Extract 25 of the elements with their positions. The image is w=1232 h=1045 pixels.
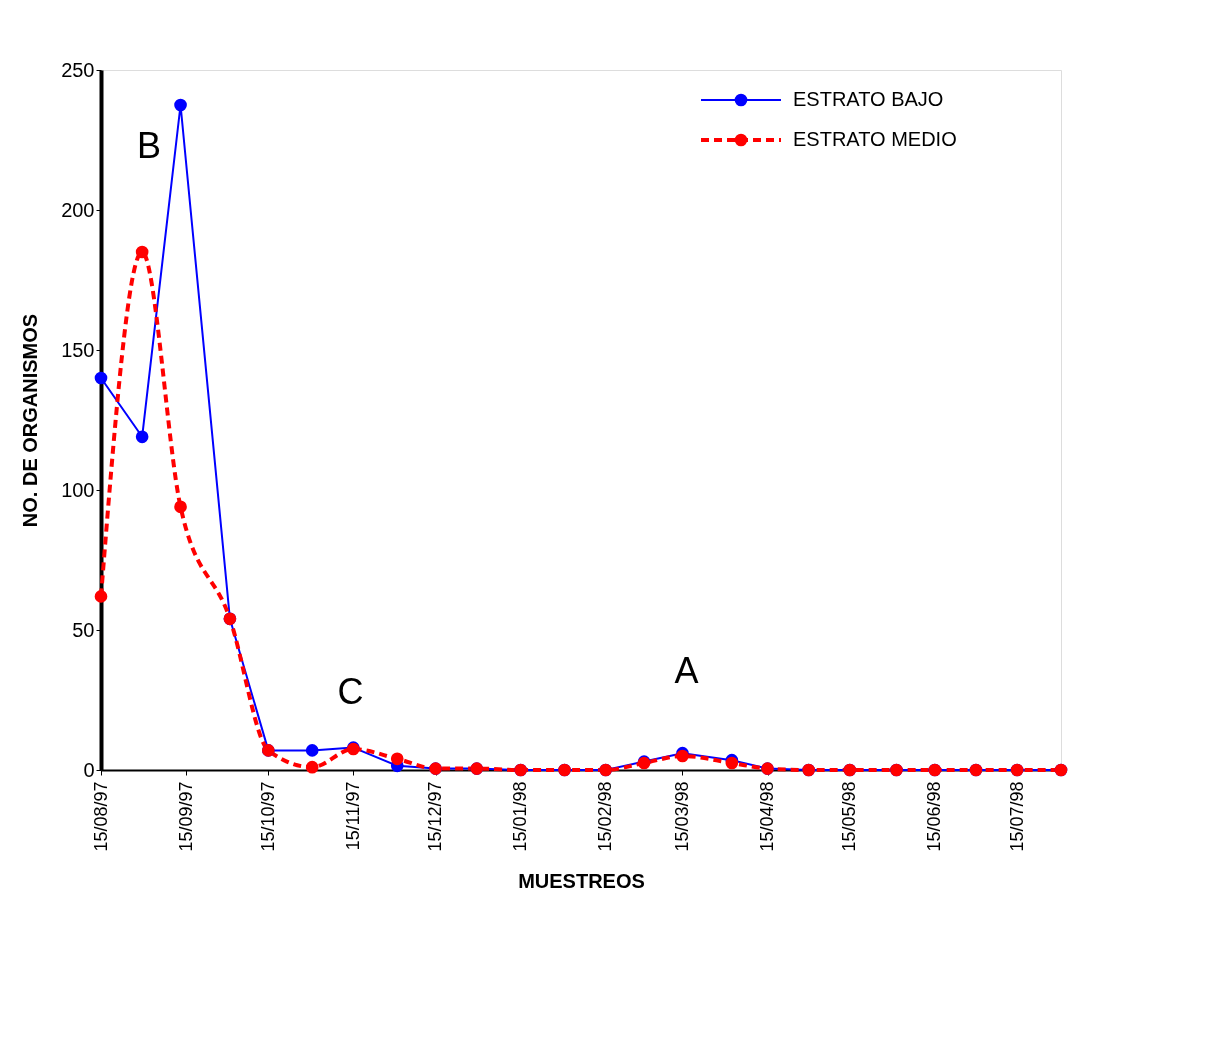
x-tick-label: 15/09/97 (175, 781, 196, 852)
legend-label: ESTRATO MEDIO (793, 128, 957, 150)
y-tick-label: 200 (61, 198, 95, 221)
annotation: C (337, 671, 364, 712)
x-tick-label: 15/06/98 (924, 781, 945, 852)
annotation: A (674, 650, 699, 691)
x-axis-title: MUESTREOS (518, 869, 645, 892)
x-tick-label: 15/05/98 (839, 781, 860, 852)
x-tick-label: 15/08/97 (90, 781, 111, 852)
y-tick-label: 0 (83, 758, 95, 781)
x-tick-label: 15/02/98 (595, 781, 616, 852)
x-tick-label: 15/03/98 (671, 781, 692, 852)
y-tick-label: 150 (61, 338, 95, 361)
x-tick-label: 15/12/97 (425, 781, 446, 852)
y-tick-label: 100 (61, 478, 95, 501)
x-tick-label: 15/04/98 (757, 781, 778, 852)
x-tick-label: 15/10/97 (257, 781, 278, 852)
y-tick-label: 250 (61, 58, 95, 81)
y-tick-label: 50 (72, 618, 95, 641)
x-tick-label: 15/01/98 (510, 781, 531, 852)
x-tick-label: 15/07/98 (1006, 781, 1027, 852)
annotation: B (136, 125, 162, 166)
legend-label: ESTRATO BAJO (793, 88, 944, 110)
y-axis-title: NO. DE ORGANISMOS (19, 313, 42, 528)
x-tick-label: 15/11/97 (342, 781, 363, 851)
